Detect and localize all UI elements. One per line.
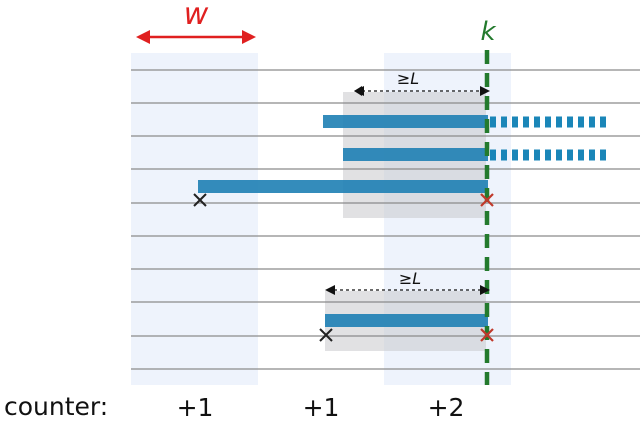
start-marker-1 [193,193,207,207]
end-marker-2 [480,328,494,342]
counter-label: counter: [4,392,108,421]
window-band-1 [131,53,258,385]
w-label: w [184,0,209,32]
min-length-label-bottom: ≥L [399,269,421,288]
length-arrow-bottom [325,285,490,295]
segment-4 [325,314,488,327]
counter-value-2: +1 [303,393,340,422]
w-arrow [136,30,256,44]
counter-value-1: +1 [177,393,214,422]
counter-value-3: +2 [428,393,465,422]
start-marker-2 [319,328,333,342]
segment-1 [323,115,488,128]
end-marker-1 [480,193,494,207]
k-label: k [480,17,496,47]
grid-lines [131,69,640,370]
segment-3 [198,180,488,193]
min-length-label-top: ≥L [397,69,419,88]
segment-2 [343,148,488,161]
length-arrow-top [354,86,490,96]
